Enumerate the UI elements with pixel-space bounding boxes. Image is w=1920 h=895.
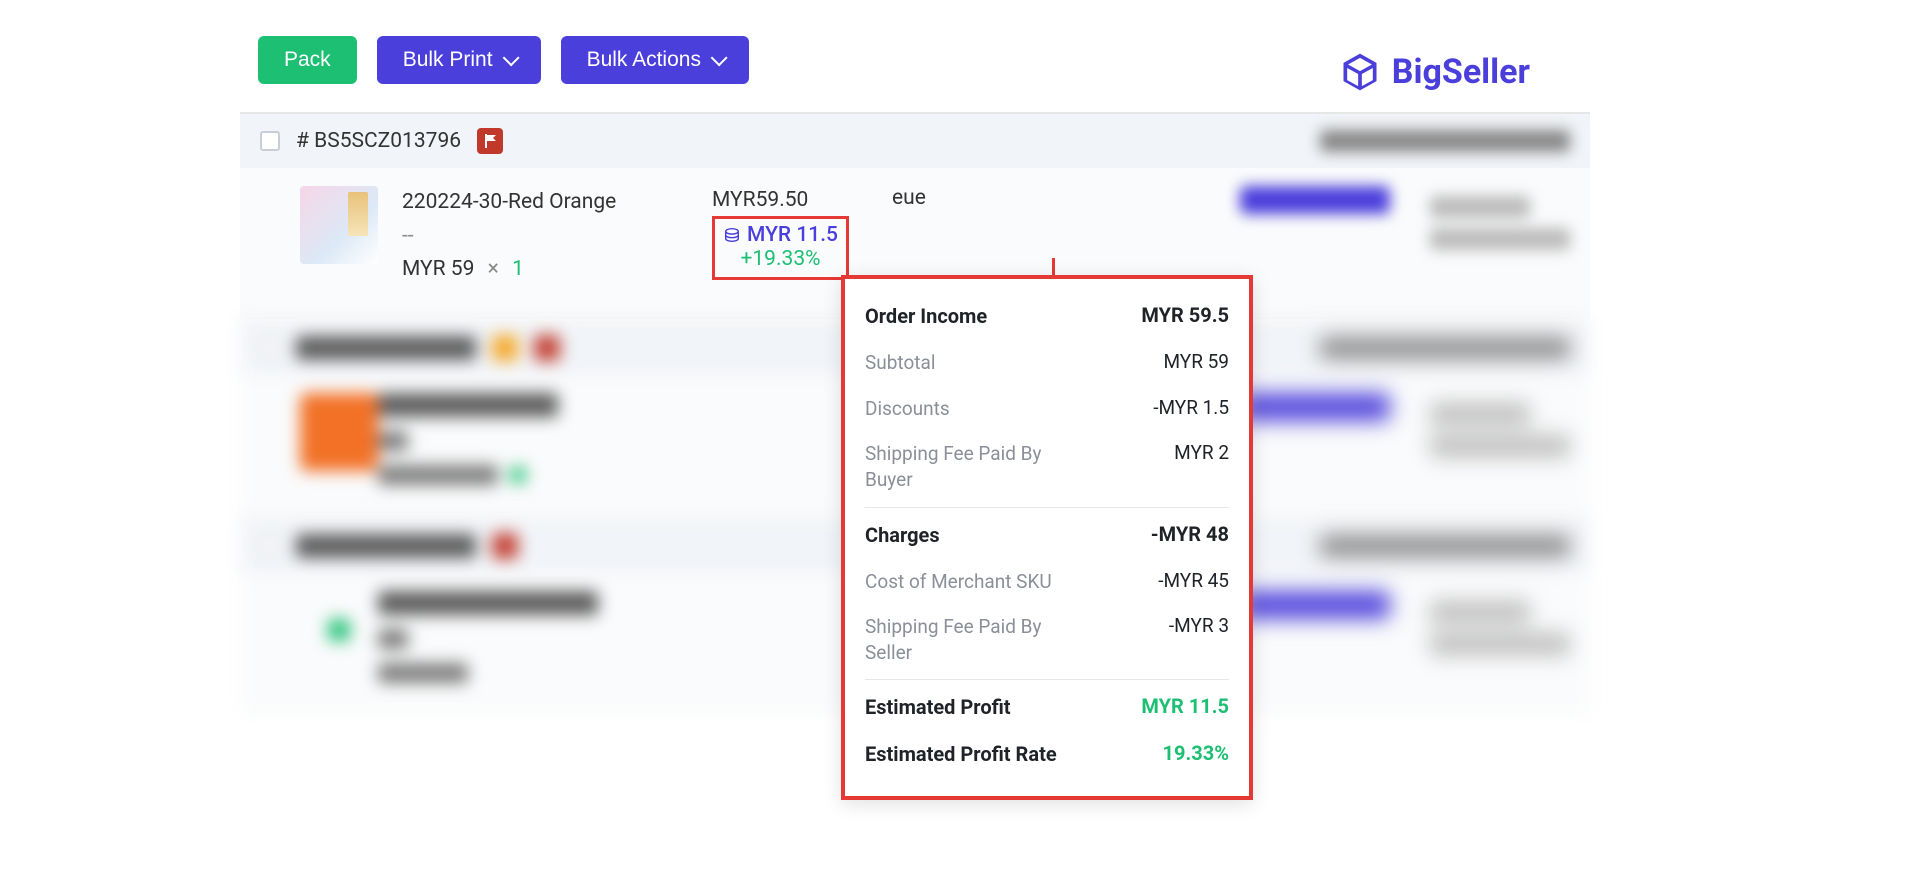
brand-name: BigSeller: [1392, 52, 1530, 92]
brand-logo: BigSeller: [1338, 50, 1530, 94]
bulk-actions-button[interactable]: Bulk Actions: [561, 36, 749, 84]
brand-icon: [1338, 50, 1382, 94]
bulk-print-label: Bulk Print: [403, 48, 493, 72]
chevron-down-icon: [711, 49, 728, 66]
charges-head-label: Charges: [865, 522, 940, 549]
income-head-label: Order Income: [865, 303, 987, 330]
flag-icon[interactable]: [477, 128, 503, 154]
product-name[interactable]: 220224-30-Red Orange: [402, 186, 712, 220]
est-profit-label: Estimated Profit: [865, 694, 1011, 721]
order-header: # BS5SCZ013796: [240, 114, 1590, 168]
order-number[interactable]: # BS5SCZ013796: [296, 129, 461, 153]
order-total: MYR59.50: [712, 188, 892, 212]
profit-rate: +19.33%: [723, 247, 838, 271]
income-head-value: MYR 59.5: [1141, 303, 1229, 330]
profit-amount: MYR 11.5: [747, 223, 838, 247]
chevron-down-icon: [502, 49, 519, 66]
product-variant: --: [402, 220, 712, 254]
pack-button[interactable]: Pack: [258, 36, 357, 84]
pack-button-label: Pack: [284, 48, 331, 72]
bulk-print-button[interactable]: Bulk Print: [377, 36, 541, 84]
est-profit-value: MYR 11.5: [1141, 694, 1229, 721]
product-price-qty: MYR 59 × 1: [402, 253, 712, 287]
order-checkbox[interactable]: [260, 131, 280, 151]
profit-badge[interactable]: MYR 11.5 +19.33%: [712, 216, 849, 280]
coin-icon: [723, 226, 741, 244]
product-info: 220224-30-Red Orange -- MYR 59 × 1: [402, 186, 712, 287]
est-profit-rate-value: 19.33%: [1163, 741, 1229, 768]
profit-breakdown-popover: Order Income MYR 59.5 Subtotal MYR 59 Di…: [841, 275, 1253, 800]
bulk-actions-label: Bulk Actions: [587, 48, 701, 72]
buyer-name: eue: [892, 186, 1032, 287]
charges-head-value: -MYR 48: [1151, 522, 1229, 549]
est-profit-rate-label: Estimated Profit Rate: [865, 741, 1057, 768]
order-pricing: MYR59.50 MYR 11.5 +19.33%: [712, 186, 892, 287]
product-thumbnail[interactable]: [300, 186, 378, 264]
